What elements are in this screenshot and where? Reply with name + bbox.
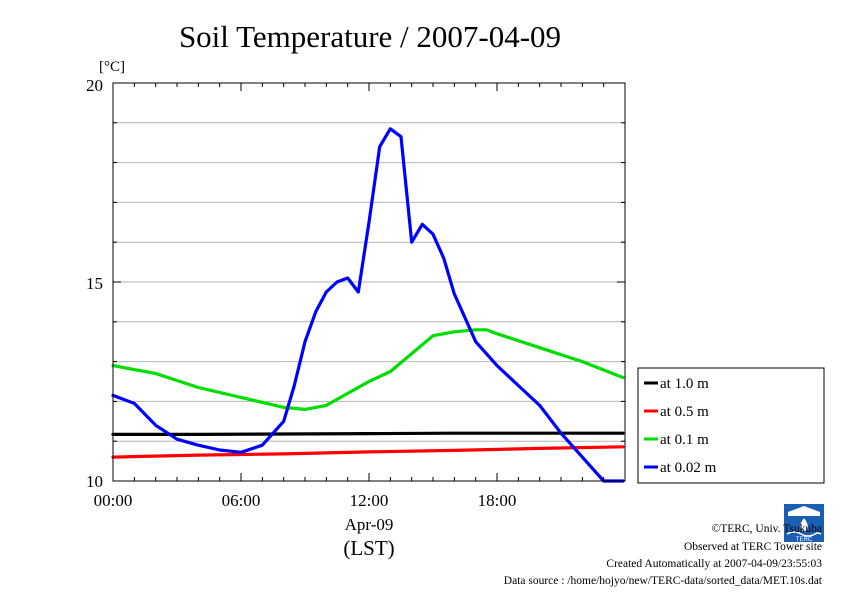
y-tick-label: 10 — [86, 472, 103, 491]
x-axis-zone-label: (LST) — [343, 536, 394, 560]
logo-roof-icon — [788, 506, 820, 516]
series-line-at-0-02-m — [111, 127, 625, 483]
legend-label: at 1.0 m — [660, 376, 709, 392]
x-axis-date-label: Apr-09 — [345, 515, 394, 534]
chart-title: Soil Temperature / 2007-04-09 — [179, 19, 561, 54]
x-tick-label: 12:00 — [350, 491, 389, 510]
legend-label: at 0.1 m — [660, 432, 709, 448]
legend-label: at 0.5 m — [660, 404, 709, 420]
x-tick-label: 06:00 — [222, 491, 261, 510]
y-axis-unit: [°C] — [99, 59, 125, 75]
x-tick-label: 00:00 — [94, 491, 133, 510]
y-tick-label: 15 — [86, 274, 103, 293]
footer-created: Created Automatically at 2007-04-09/23:5… — [606, 558, 822, 570]
y-tick-label: 20 — [86, 76, 103, 95]
x-tick-label: 18:00 — [478, 491, 517, 510]
terc-logo: TERC — [784, 504, 824, 543]
series-line-at-1-0-m — [111, 431, 625, 436]
grid-lines — [113, 122, 625, 442]
axis-ticks — [112, 82, 626, 482]
series-line-at-0-1-m — [111, 328, 625, 411]
footer-copyright: ©TERC, Univ. Tsukuba — [712, 523, 822, 535]
legend-box — [637, 367, 825, 484]
legend: at 1.0 m at 0.5 m at 0.1 m at 0.02 m — [637, 367, 825, 484]
series-group — [111, 127, 625, 483]
logo-text: TERC — [796, 537, 813, 543]
logo-wave-icon — [786, 531, 822, 537]
footer-observed: Observed at TERC Tower site — [684, 541, 822, 553]
footer-source: Data source : /home/hojyo/new/TERC-data/… — [504, 575, 823, 587]
legend-label: at 0.02 m — [660, 460, 717, 476]
series-line-at-0-5-m — [111, 445, 625, 459]
logo-drop-icon — [800, 518, 808, 532]
